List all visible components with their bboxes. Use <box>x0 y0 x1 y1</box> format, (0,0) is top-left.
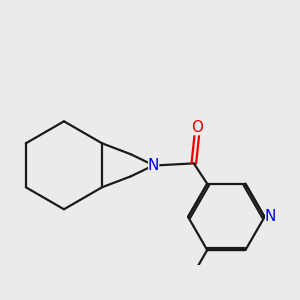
Text: O: O <box>191 120 203 135</box>
Text: N: N <box>148 158 159 173</box>
Text: N: N <box>265 209 276 224</box>
